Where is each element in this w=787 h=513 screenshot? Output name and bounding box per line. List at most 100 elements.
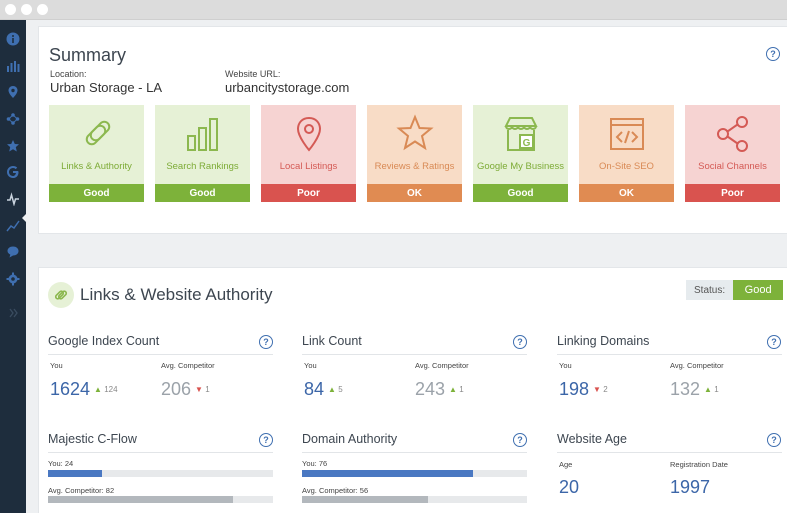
status-label: Status: — [686, 280, 734, 300]
cflow-help-icon[interactable]: ? — [259, 433, 273, 447]
card-reviews-ratings[interactable]: Reviews & Ratings OK — [367, 105, 462, 202]
storefront-icon: G — [473, 114, 568, 154]
cflow-you-bar — [48, 470, 273, 477]
location-value: Urban Storage - LA — [50, 80, 163, 95]
metric-title-linking-domains: Linking Domains — [557, 334, 650, 348]
registration-date-label: Registration Date — [670, 460, 728, 469]
map-pin-icon — [261, 114, 356, 154]
pulse-icon[interactable] — [0, 188, 26, 210]
card-label: Search Rankings — [166, 161, 239, 172]
up-arrow-icon: ▲ — [449, 385, 457, 394]
registration-date-value: 1997 — [670, 477, 711, 497]
status-value: Good — [733, 280, 784, 300]
card-label: Local Listings — [279, 161, 338, 172]
card-links-authority[interactable]: Links & Authority Good — [49, 105, 144, 202]
svg-text:G: G — [522, 138, 530, 149]
bar-fill — [302, 470, 473, 477]
window-titlebar — [0, 0, 787, 20]
website-age-help-icon[interactable]: ? — [767, 433, 781, 447]
google-icon[interactable] — [0, 161, 26, 183]
link-count-competitor: 243 ▲ 1 — [415, 379, 464, 399]
bar-chart-icon — [155, 114, 250, 154]
you-label: You: 76 — [302, 459, 328, 468]
domain-authority-you-bar — [302, 470, 527, 477]
card-local-listings[interactable]: Local Listings Poor — [261, 105, 356, 202]
card-search-rankings[interactable]: Search Rankings Good — [155, 105, 250, 202]
card-status: Poor — [685, 184, 780, 202]
linking-domains-help-icon[interactable]: ? — [767, 335, 781, 349]
card-status: OK — [579, 184, 674, 202]
divider — [302, 452, 527, 453]
code-window-icon — [579, 114, 674, 154]
chat-icon[interactable] — [0, 241, 26, 263]
divider — [302, 354, 527, 355]
share-icon — [685, 114, 780, 154]
summary-help-icon[interactable]: ? — [766, 47, 780, 61]
link-count-help-icon[interactable]: ? — [513, 335, 527, 349]
card-label: Social Channels — [698, 161, 767, 172]
competitor-label: Avg. Competitor: 56 — [302, 486, 369, 495]
competitor-label: Avg. Competitor — [670, 361, 724, 370]
card-status: OK — [367, 184, 462, 202]
you-label: You: 24 — [48, 459, 74, 468]
divider — [557, 452, 782, 453]
links-section-title: Links & Website Authority — [80, 285, 273, 304]
card-label: Google My Business — [476, 161, 565, 172]
card-label: Reviews & Ratings — [374, 161, 455, 172]
star-icon — [367, 114, 462, 154]
links-authority-panel: Links & Website Authority Status: Good G… — [38, 267, 787, 513]
window-maximize-dot[interactable] — [37, 4, 48, 15]
competitor-label: Avg. Competitor — [415, 361, 469, 370]
website-age-value: 20 — [559, 477, 580, 497]
window-minimize-dot[interactable] — [21, 4, 32, 15]
location-label: Location: — [50, 69, 87, 79]
you-label: You — [50, 361, 63, 370]
down-arrow-icon: ▼ — [593, 385, 601, 394]
card-status: Good — [473, 184, 568, 202]
card-label: Links & Authority — [61, 161, 132, 172]
card-google-my-business[interactable]: G Google My Business Good — [473, 105, 568, 202]
website-label: Website URL: — [225, 69, 281, 79]
up-arrow-icon: ▲ — [94, 385, 102, 394]
card-social-channels[interactable]: Social Channels Poor — [685, 105, 780, 202]
cflow-competitor-bar — [48, 496, 273, 503]
you-label: You — [304, 361, 317, 370]
bar-fill — [48, 470, 102, 477]
metric-title-google-index: Google Index Count — [48, 334, 160, 348]
bar-chart-icon[interactable] — [0, 55, 26, 77]
up-arrow-icon: ▲ — [328, 385, 336, 394]
metric-title-domain-authority: Domain Authority — [302, 432, 398, 446]
google-index-competitor: 206 ▼ 1 — [161, 379, 210, 399]
card-on-site-seo[interactable]: On-Site SEO OK — [579, 105, 674, 202]
up-arrow-icon: ▲ — [704, 385, 712, 394]
competitor-label: Avg. Competitor: 82 — [48, 486, 115, 495]
google-index-you: 1624 ▲ 124 — [50, 379, 118, 399]
age-label: Age — [559, 460, 573, 469]
links-icon — [49, 114, 144, 154]
divider — [557, 354, 782, 355]
divider — [48, 354, 273, 355]
domain-authority-competitor-bar — [302, 496, 527, 503]
gear-icon[interactable] — [0, 268, 26, 290]
card-status: Good — [49, 184, 144, 202]
metric-title-cflow: Majestic C-Flow — [48, 432, 137, 446]
bar-fill — [48, 496, 233, 503]
metric-title-website-age: Website Age — [557, 432, 627, 446]
star-icon[interactable] — [0, 135, 26, 157]
card-status: Good — [155, 184, 250, 202]
linking-domains-you: 198 ▼ 2 — [559, 379, 608, 399]
network-icon[interactable] — [0, 108, 26, 130]
trend-line-icon[interactable] — [0, 215, 26, 237]
map-pin-icon[interactable] — [0, 81, 26, 103]
status-indicator: Status: Good — [686, 280, 784, 300]
competitor-label: Avg. Competitor — [161, 361, 215, 370]
domain-authority-help-icon[interactable]: ? — [513, 433, 527, 447]
expand-chevron-icon[interactable] — [0, 302, 26, 324]
summary-panel: Summary ? Location: Urban Storage - LA W… — [38, 26, 787, 234]
sidebar — [0, 20, 26, 513]
you-label: You — [559, 361, 572, 370]
link-count-you: 84 ▲ 5 — [304, 379, 343, 399]
google-index-help-icon[interactable]: ? — [259, 335, 273, 349]
info-icon[interactable] — [0, 28, 26, 50]
window-close-dot[interactable] — [5, 4, 16, 15]
